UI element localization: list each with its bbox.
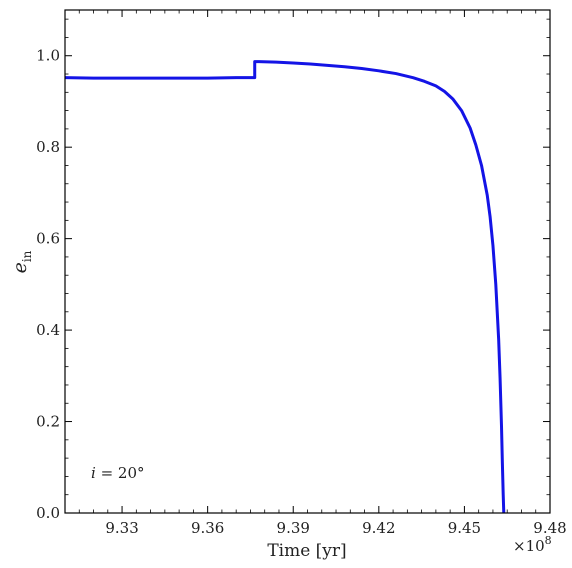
inclination-annotation: i = 20° — [91, 464, 145, 482]
x-tick-label: 9.45 — [448, 519, 481, 537]
y-tick-label: 0.2 — [36, 413, 60, 431]
series-line — [64, 60, 506, 514]
y-axis-label-main: e — [9, 262, 31, 273]
tick-layer: 9.33 9.36 9.39 9.42 9.45 9.48 0.0 0.2 0.4 0.6 0.8 1… — [36, 10, 567, 537]
y-axis-label-sub: in — [20, 250, 34, 262]
x-offset-base: ×10 — [513, 537, 545, 555]
y-tick-label: 1.0 — [36, 47, 60, 65]
x-axis-label: Time [yr] — [267, 541, 346, 561]
series-layer — [64, 60, 506, 514]
x-tick-label: 9.33 — [105, 519, 138, 537]
x-tick-label: 9.36 — [191, 519, 224, 537]
y-tick-label: 0.0 — [36, 504, 60, 522]
x-tick-label: 9.48 — [533, 519, 566, 537]
y-tick-label: 0.4 — [36, 321, 60, 339]
annotation-var: i — [91, 464, 96, 482]
x-offset-label: ×108 — [513, 534, 552, 555]
y-axis-label: ein — [9, 250, 34, 273]
y-tick-label: 0.6 — [36, 230, 60, 248]
annotation-text: = 20° — [96, 464, 145, 482]
x-offset-exponent: 8 — [545, 534, 552, 547]
x-tick-label: 9.39 — [277, 519, 310, 537]
x-tick-label: 9.42 — [362, 519, 395, 537]
y-tick-label: 0.8 — [36, 138, 60, 156]
plot-frame — [64, 9, 551, 514]
